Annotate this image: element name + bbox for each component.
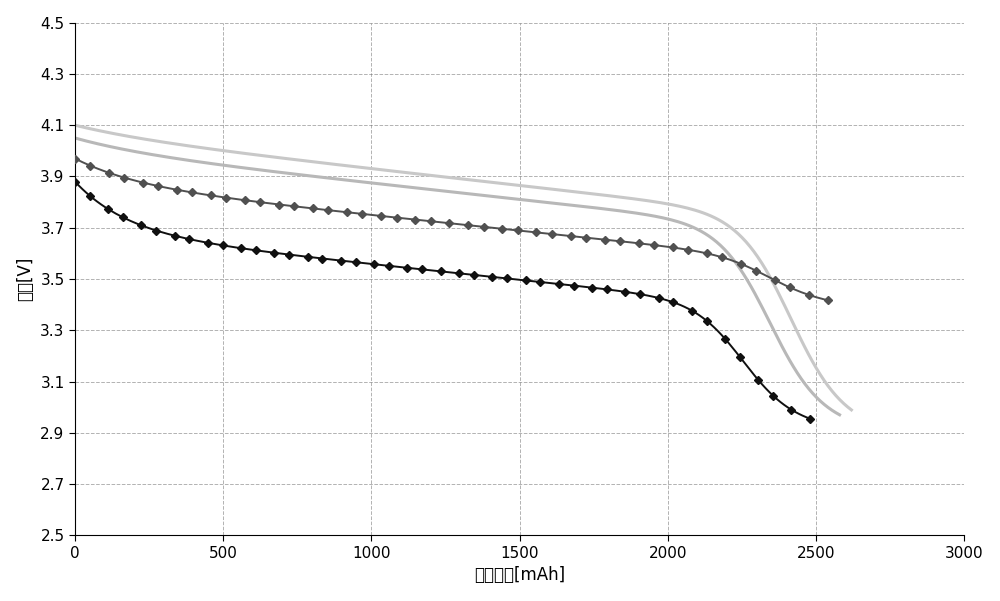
X-axis label: 放电容量[mAh]: 放电容量[mAh] bbox=[474, 566, 565, 584]
Y-axis label: 电压[V]: 电压[V] bbox=[17, 257, 35, 301]
